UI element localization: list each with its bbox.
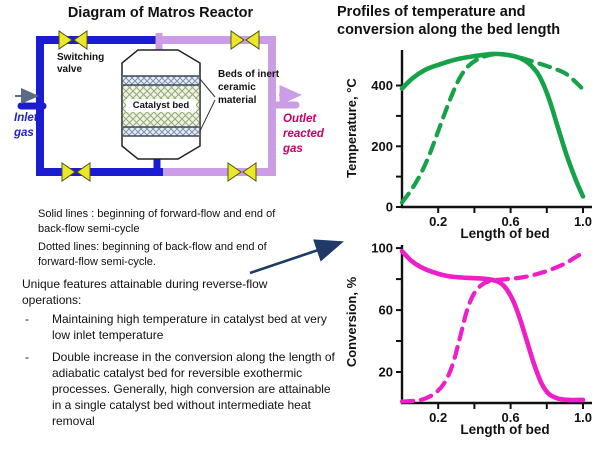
x-axis-label: Length of bed: [460, 226, 549, 241]
x-tick-label: 0.6: [502, 214, 520, 229]
bed-divider-lines: [123, 75, 199, 137]
switching-valve-icon-top-left: [58, 30, 88, 50]
pointer-arrow: [249, 239, 344, 275]
y-tick-label: 20: [379, 365, 393, 380]
conversion-chart: 0.2 0.6 1.0 20 60 100 Length of bed: [371, 241, 592, 437]
y-tick-label: 60: [379, 303, 393, 318]
bullet-marker: -: [25, 312, 29, 326]
axis: [400, 245, 592, 405]
x-axis-label: Length of bed: [460, 422, 549, 437]
series-dashed: [399, 51, 586, 205]
unique-features-heading: Unique features attainable during revers…: [22, 277, 268, 307]
series-solid: [399, 51, 586, 199]
inert-bed-bottom: [122, 127, 200, 136]
x-tick-label: 0.6: [502, 410, 520, 425]
outlet-gas-label: Outlet reacted gas: [283, 113, 324, 155]
inlet-gas-label: Inlet gas: [14, 112, 38, 139]
charts-title: Profiles of temperature and conversion a…: [337, 4, 561, 39]
bullet-item: - Maintaining high temperature in cataly…: [25, 312, 337, 344]
series-solid: [399, 248, 586, 403]
beds-callout-lines: [199, 78, 216, 132]
y-tick-label: 400: [371, 78, 393, 93]
x-tick-label: 0.2: [429, 214, 447, 229]
switching-valve-icon-bottom-left: [61, 162, 91, 182]
dotted-lines-note: Dotted lines: beginning of back-flow and…: [38, 241, 267, 268]
y-tick-label: 200: [371, 139, 393, 154]
switching-valve-icon-top-right: [230, 30, 260, 50]
temperature-chart: 0.2 0.6 1.0 0 200 400 Length of bed: [371, 50, 592, 241]
diagram-title: Diagram of Matros Reactor: [67, 5, 254, 21]
bullet-item: - Double increase in the conversion alon…: [25, 350, 337, 430]
switching-valve-label: Switching valve: [57, 52, 105, 75]
y-tick-label: 0: [386, 200, 393, 215]
bullet-text: Maintaining high temperature in catalyst…: [52, 312, 327, 342]
series-dashed: [399, 250, 586, 404]
y-tick-label: 100: [371, 241, 393, 256]
inert-beds-label: Beds of inert ceramic material: [218, 69, 280, 106]
pointer-arrow-line: [249, 239, 344, 275]
bullet-marker: -: [25, 350, 29, 364]
inert-bed-top: [122, 76, 200, 85]
x-tick-label: 1.0: [574, 214, 592, 229]
bullet-text: Double increase in the conversion along …: [52, 350, 335, 428]
solid-lines-note: Solid lines : beginning of forward-flow …: [38, 208, 276, 235]
x-tick-label: 1.0: [574, 410, 592, 425]
catalyst-bed-label: Catalyst bed: [126, 99, 196, 112]
switching-valve-icon-bottom-right: [227, 162, 257, 182]
x-tick-label: 0.2: [429, 410, 447, 425]
